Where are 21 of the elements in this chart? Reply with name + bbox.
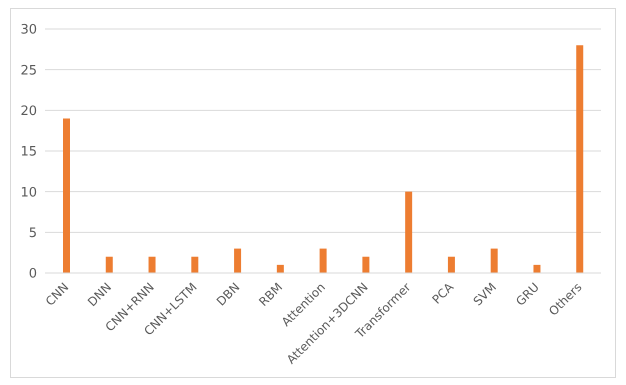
bar [490, 248, 498, 273]
bar [276, 264, 284, 273]
y-tick-label: 20 [20, 104, 37, 119]
x-tick-label: PCA [430, 279, 457, 307]
y-tick-label: 25 [20, 63, 37, 78]
bar [106, 256, 113, 273]
bar [320, 248, 327, 273]
y-tick-label: 30 [20, 22, 37, 38]
bar [234, 248, 242, 273]
y-tick-label: 15 [20, 144, 37, 160]
bar [448, 256, 455, 273]
y-tick-label: 0 [28, 266, 37, 282]
bar [148, 256, 156, 273]
bar [63, 118, 70, 273]
bar [533, 264, 540, 273]
bar [362, 256, 370, 273]
y-tick-label: 10 [20, 185, 37, 200]
bar [576, 45, 584, 273]
bar [405, 192, 412, 273]
y-tick-label: 5 [28, 226, 37, 241]
bar [191, 256, 198, 273]
